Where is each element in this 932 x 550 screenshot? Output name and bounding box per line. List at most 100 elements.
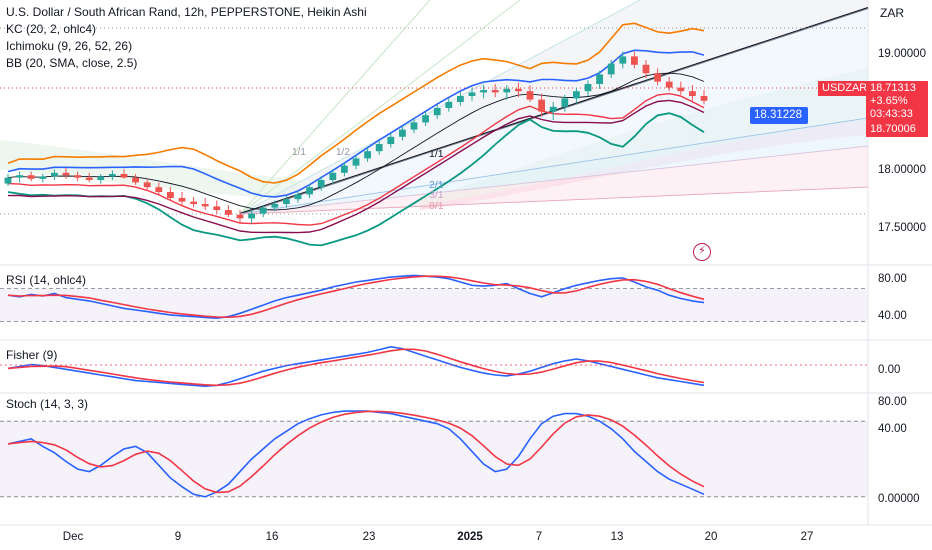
heikin-ashi-candles[interactable]: [4, 51, 708, 224]
candle[interactable]: [387, 133, 395, 148]
last-price-tag: 18.71313: [866, 81, 928, 96]
candle[interactable]: [132, 174, 139, 185]
candle[interactable]: [294, 190, 302, 203]
time-tick: 9: [174, 531, 182, 543]
countdown-tag: 03:43:33: [866, 107, 928, 122]
candle[interactable]: [317, 176, 325, 191]
candle[interactable]: [642, 60, 650, 78]
candle[interactable]: [109, 170, 116, 180]
cloud-left: [0, 140, 300, 200]
candle[interactable]: [607, 60, 615, 78]
candle[interactable]: [27, 171, 35, 182]
candle[interactable]: [457, 92, 464, 106]
time-tick: 7: [535, 531, 543, 543]
candle[interactable]: [120, 169, 128, 179]
candle[interactable]: [503, 85, 511, 100]
candle[interactable]: [422, 111, 429, 126]
candle[interactable]: [410, 118, 418, 134]
candle[interactable]: [619, 51, 627, 69]
candle[interactable]: [515, 82, 522, 98]
candle[interactable]: [700, 90, 708, 105]
stoch-band: [0, 421, 868, 497]
candle[interactable]: [167, 187, 174, 201]
candle[interactable]: [4, 174, 12, 186]
candle[interactable]: [364, 147, 371, 162]
candle-body: [259, 207, 267, 214]
candle[interactable]: [97, 174, 105, 184]
candle[interactable]: [201, 198, 209, 210]
gann-label: 3/1: [429, 189, 444, 201]
candle[interactable]: [248, 210, 255, 224]
candle[interactable]: [584, 80, 592, 96]
candle[interactable]: [236, 210, 244, 222]
time-tick: 2025: [457, 531, 483, 543]
price-tick: 18.00000: [878, 164, 926, 176]
candle-body: [109, 174, 116, 177]
candle[interactable]: [16, 171, 23, 183]
candle-body: [399, 129, 406, 137]
candle-body: [445, 102, 453, 108]
candle[interactable]: [677, 81, 685, 95]
candle[interactable]: [190, 196, 197, 208]
candle[interactable]: [283, 195, 290, 208]
rsi-label[interactable]: RSI (14, ohlc4): [6, 273, 87, 287]
alert-icon[interactable]: ⚡: [693, 243, 711, 261]
candle[interactable]: [85, 172, 93, 183]
candle[interactable]: [573, 87, 580, 104]
candle[interactable]: [399, 126, 406, 141]
stoch-label[interactable]: Stoch (14, 3, 3): [6, 397, 89, 411]
candle[interactable]: [271, 200, 279, 212]
candle[interactable]: [259, 205, 267, 218]
candle-body: [329, 172, 337, 180]
candle-body: [306, 187, 313, 195]
candle[interactable]: [596, 70, 603, 89]
candle[interactable]: [155, 182, 163, 195]
candle[interactable]: [178, 192, 186, 206]
candle[interactable]: [445, 98, 453, 112]
candle[interactable]: [375, 140, 383, 155]
candle-body: [538, 99, 545, 112]
candle[interactable]: [491, 84, 499, 98]
candle[interactable]: [352, 154, 360, 170]
fisher-label[interactable]: Fisher (9): [6, 348, 58, 362]
candle[interactable]: [306, 183, 313, 198]
oscillator-panes: [0, 274, 868, 498]
candle[interactable]: [468, 87, 476, 101]
stoch-line: [7, 410, 705, 498]
candle[interactable]: [665, 76, 673, 92]
fisher-tick: 0.00: [878, 364, 901, 376]
candle-body: [27, 175, 35, 179]
candle[interactable]: [143, 178, 151, 190]
candle[interactable]: [631, 51, 638, 69]
chart-title: U.S. Dollar / South African Rand, 12h, P…: [6, 5, 367, 19]
candle[interactable]: [538, 93, 545, 117]
currency-label: ZAR: [880, 6, 904, 20]
legend-bb[interactable]: BB (20, SMA, close, 2.5): [6, 56, 138, 70]
candle[interactable]: [433, 104, 441, 119]
rsi-tick: 80.00: [878, 273, 907, 285]
candle-body: [526, 91, 534, 100]
fan-fill: [240, 146, 868, 214]
candle[interactable]: [689, 85, 696, 101]
candle[interactable]: [549, 102, 557, 120]
gann-label: 1/2: [336, 147, 350, 158]
candle[interactable]: [329, 169, 337, 184]
candle[interactable]: [654, 68, 661, 86]
candle[interactable]: [74, 171, 81, 182]
candle[interactable]: [341, 162, 348, 177]
candle[interactable]: [213, 200, 221, 214]
candle[interactable]: [480, 85, 487, 99]
candle[interactable]: [39, 174, 47, 183]
legend-kc[interactable]: KC (20, 2, ohlc4): [6, 22, 97, 36]
candle[interactable]: [62, 168, 70, 179]
indicator-bands: [0, 22, 868, 247]
candle[interactable]: [225, 205, 232, 218]
candle[interactable]: [561, 94, 569, 112]
bb-upper: [7, 22, 705, 184]
kc-lower: [7, 92, 705, 226]
candle[interactable]: [51, 169, 58, 180]
legend-ichimoku[interactable]: Ichimoku (9, 26, 52, 26): [6, 39, 133, 53]
candle[interactable]: [526, 85, 534, 102]
candle-body: [619, 56, 627, 64]
